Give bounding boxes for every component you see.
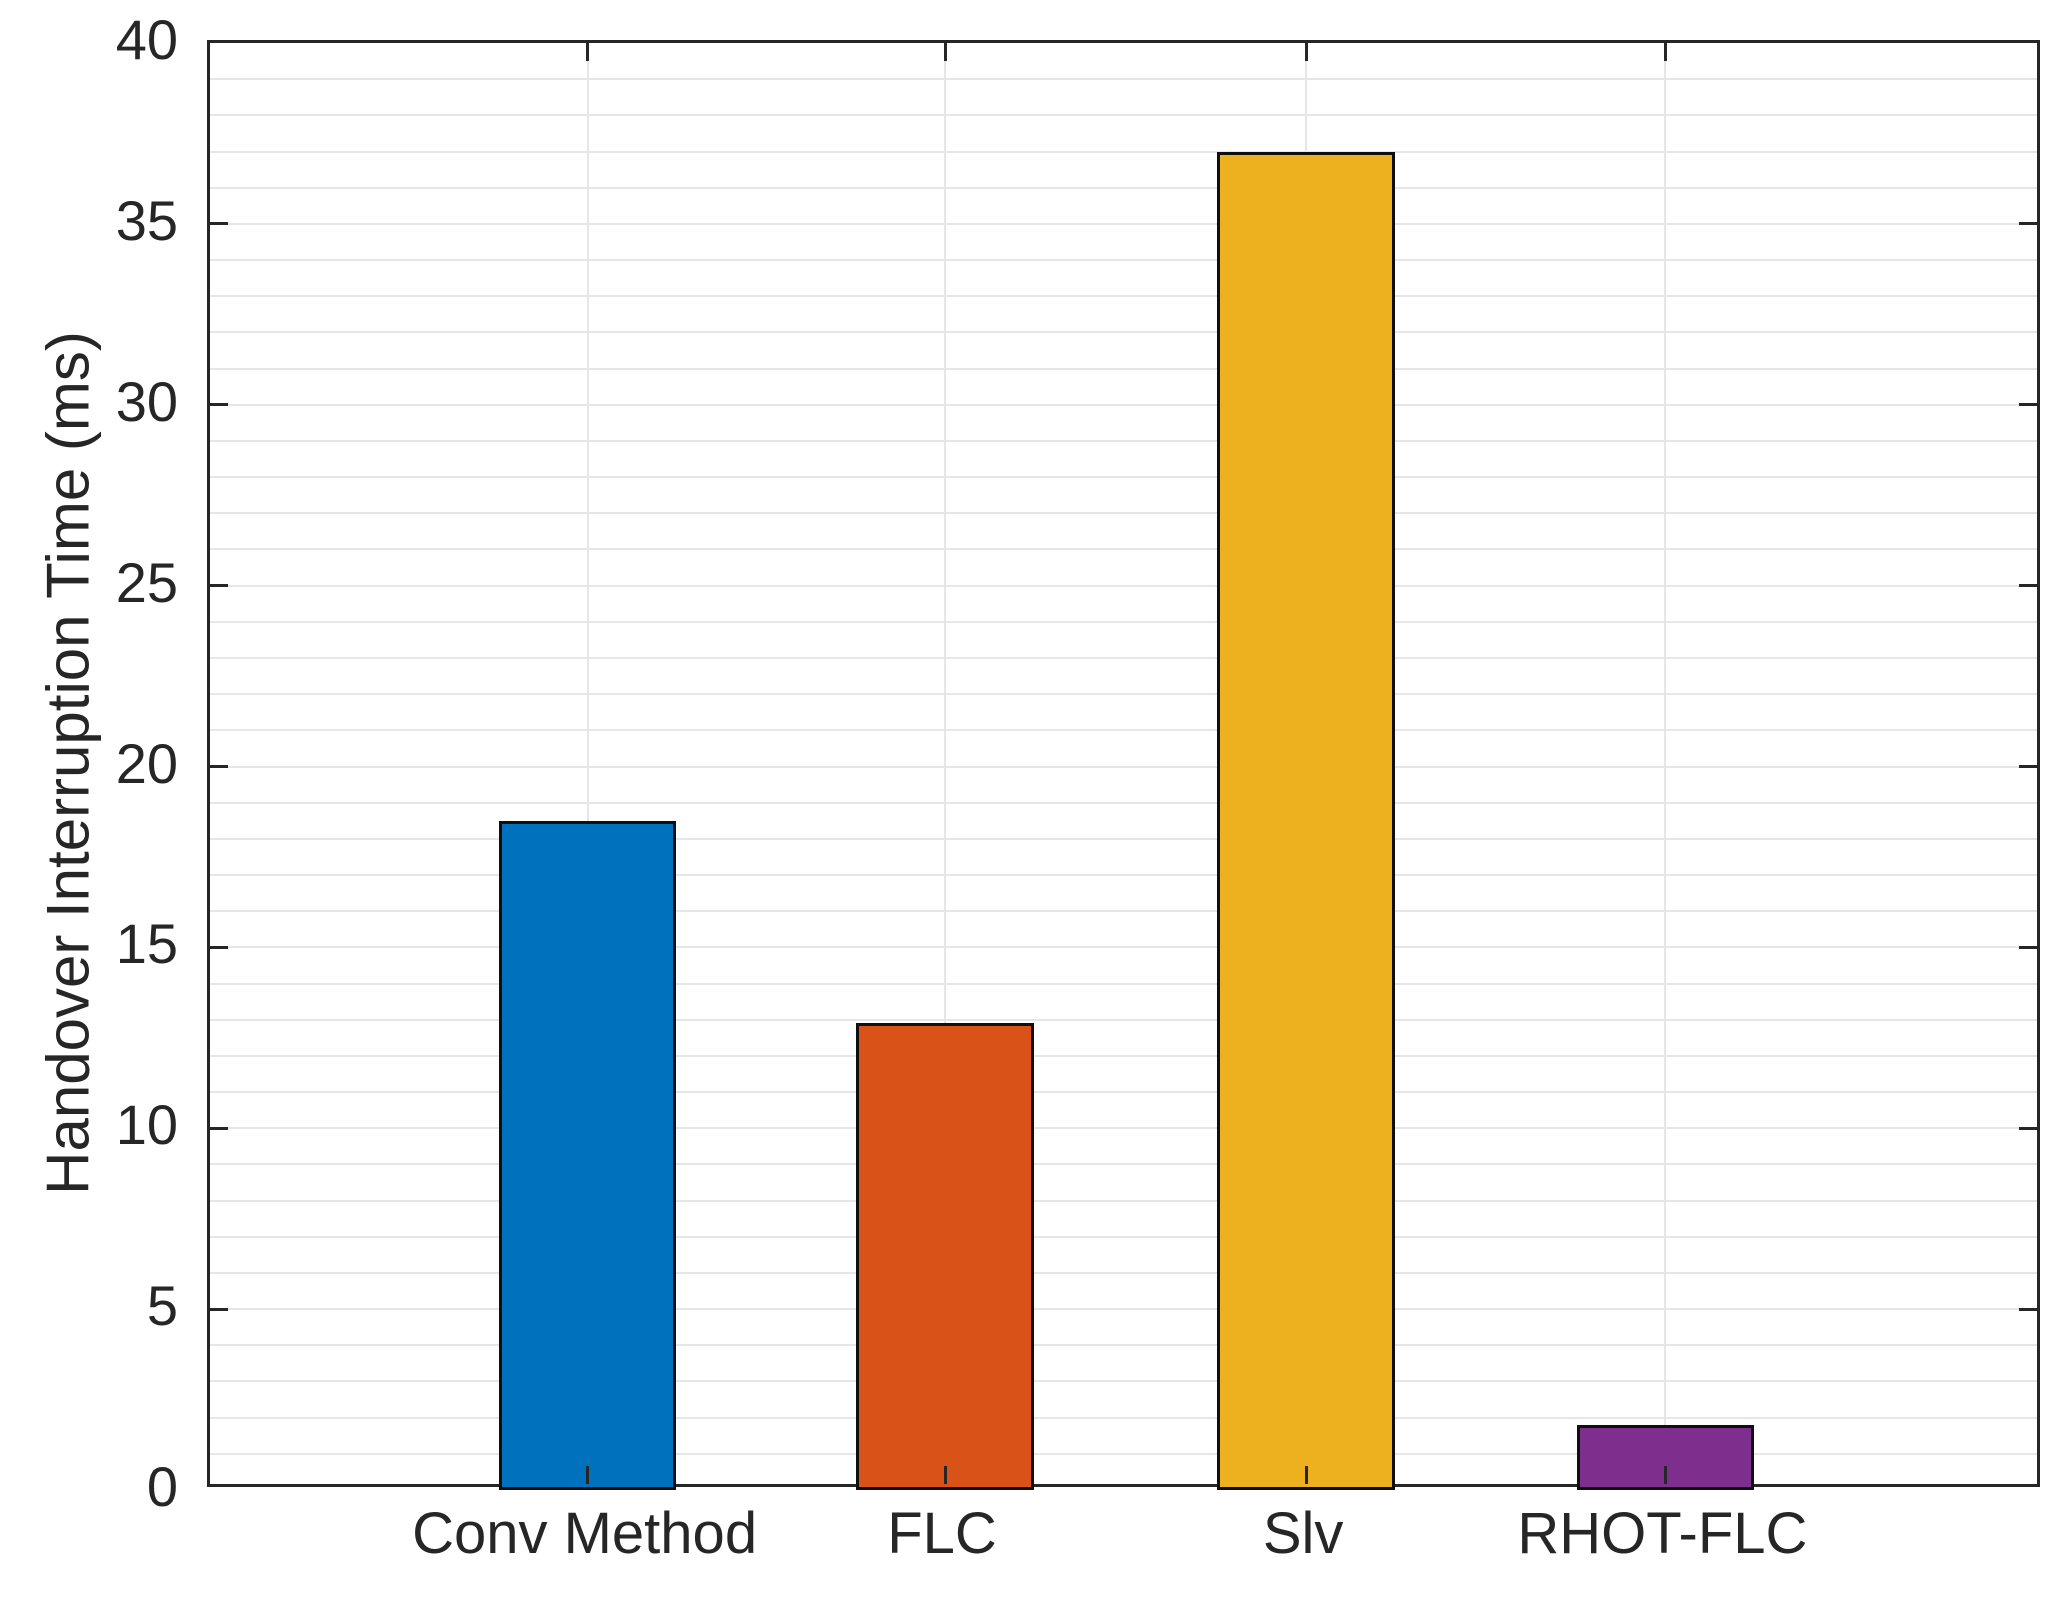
y-tick-right — [2019, 1126, 2037, 1130]
h-gridline — [210, 801, 2037, 804]
y-tick-right — [2019, 403, 2037, 407]
x-tick-label: RHOT-FLC — [1517, 1501, 1808, 1566]
y-tick-label: 5 — [146, 1274, 178, 1338]
v-gridline — [944, 43, 947, 1484]
h-gridline — [210, 512, 2037, 515]
h-gridline — [210, 186, 2037, 189]
h-gridline — [210, 295, 2037, 298]
y-tick-left — [210, 1126, 228, 1130]
h-gridline — [210, 620, 2037, 623]
bar-slv — [1217, 151, 1396, 1490]
v-gridline — [586, 43, 589, 1484]
plot-area — [207, 40, 2040, 1490]
h-gridline — [210, 259, 2037, 262]
h-gridline — [210, 1235, 2037, 1238]
h-gridline — [210, 1018, 2037, 1021]
h-gridline — [210, 78, 2037, 81]
h-gridline — [210, 1380, 2037, 1383]
h-gridline — [210, 1127, 2037, 1130]
y-tick-left — [210, 222, 228, 226]
h-gridline — [210, 1344, 2037, 1347]
h-gridline — [210, 729, 2037, 732]
y-tick-right — [2019, 584, 2037, 588]
x-tick-top — [1304, 43, 1308, 61]
y-tick-label: 20 — [115, 731, 178, 795]
h-gridline — [210, 150, 2037, 153]
h-gridline — [210, 331, 2037, 334]
y-tick-right — [2019, 1307, 2037, 1311]
y-tick-left — [210, 403, 228, 407]
y-tick-label: 35 — [115, 188, 178, 252]
h-gridline — [210, 114, 2037, 117]
y-tick-right — [2019, 945, 2037, 949]
y-tick-right — [2019, 222, 2037, 226]
h-gridline — [210, 367, 2037, 370]
x-tick-bottom — [1663, 1466, 1667, 1484]
h-gridline — [210, 1271, 2037, 1274]
h-gridline — [210, 476, 2037, 479]
y-tick-label: 10 — [115, 1093, 178, 1157]
h-gridline — [210, 765, 2037, 768]
y-tick-label: 0 — [146, 1455, 178, 1518]
x-tick-bottom — [943, 1466, 947, 1484]
y-tick-label: 15 — [115, 912, 178, 976]
h-gridline — [210, 403, 2037, 406]
h-gridline — [210, 982, 2037, 985]
h-gridline — [210, 1163, 2037, 1166]
h-gridline — [210, 837, 2037, 840]
y-tick-left — [210, 945, 228, 949]
x-tick-label: Slv — [1262, 1501, 1344, 1566]
h-gridline — [210, 874, 2037, 877]
x-tick-top — [586, 43, 590, 61]
h-gridline — [210, 1091, 2037, 1094]
h-gridline — [210, 946, 2037, 949]
x-tick-label: FLC — [887, 1501, 997, 1566]
x-tick-label: Conv Method — [412, 1501, 758, 1566]
h-gridline — [210, 439, 2037, 442]
y-tick-label: 40 — [115, 8, 178, 71]
x-tick-top — [1663, 43, 1667, 61]
h-gridline — [210, 656, 2037, 659]
y-tick-left — [210, 584, 228, 588]
y-tick-label: 30 — [115, 369, 178, 433]
h-gridline — [210, 693, 2037, 696]
h-gridline — [210, 1452, 2037, 1455]
h-gridline — [210, 548, 2037, 551]
bar-flc — [856, 1023, 1034, 1490]
h-gridline — [210, 1199, 2037, 1202]
h-gridline — [210, 910, 2037, 913]
h-gridline — [210, 1054, 2037, 1057]
bar-conv-method — [498, 820, 677, 1490]
h-gridline — [210, 584, 2037, 587]
h-gridline — [210, 1416, 2037, 1419]
x-tick-top — [943, 43, 947, 61]
y-tick-left — [210, 1307, 228, 1311]
y-tick-right — [2019, 765, 2037, 768]
x-tick-bottom — [1304, 1466, 1308, 1484]
y-tick-left — [210, 765, 228, 768]
h-gridline — [210, 1308, 2037, 1311]
v-gridline — [1664, 43, 1667, 1484]
h-gridline — [210, 222, 2037, 225]
x-tick-bottom — [586, 1466, 590, 1484]
y-tick-label: 25 — [115, 550, 178, 614]
